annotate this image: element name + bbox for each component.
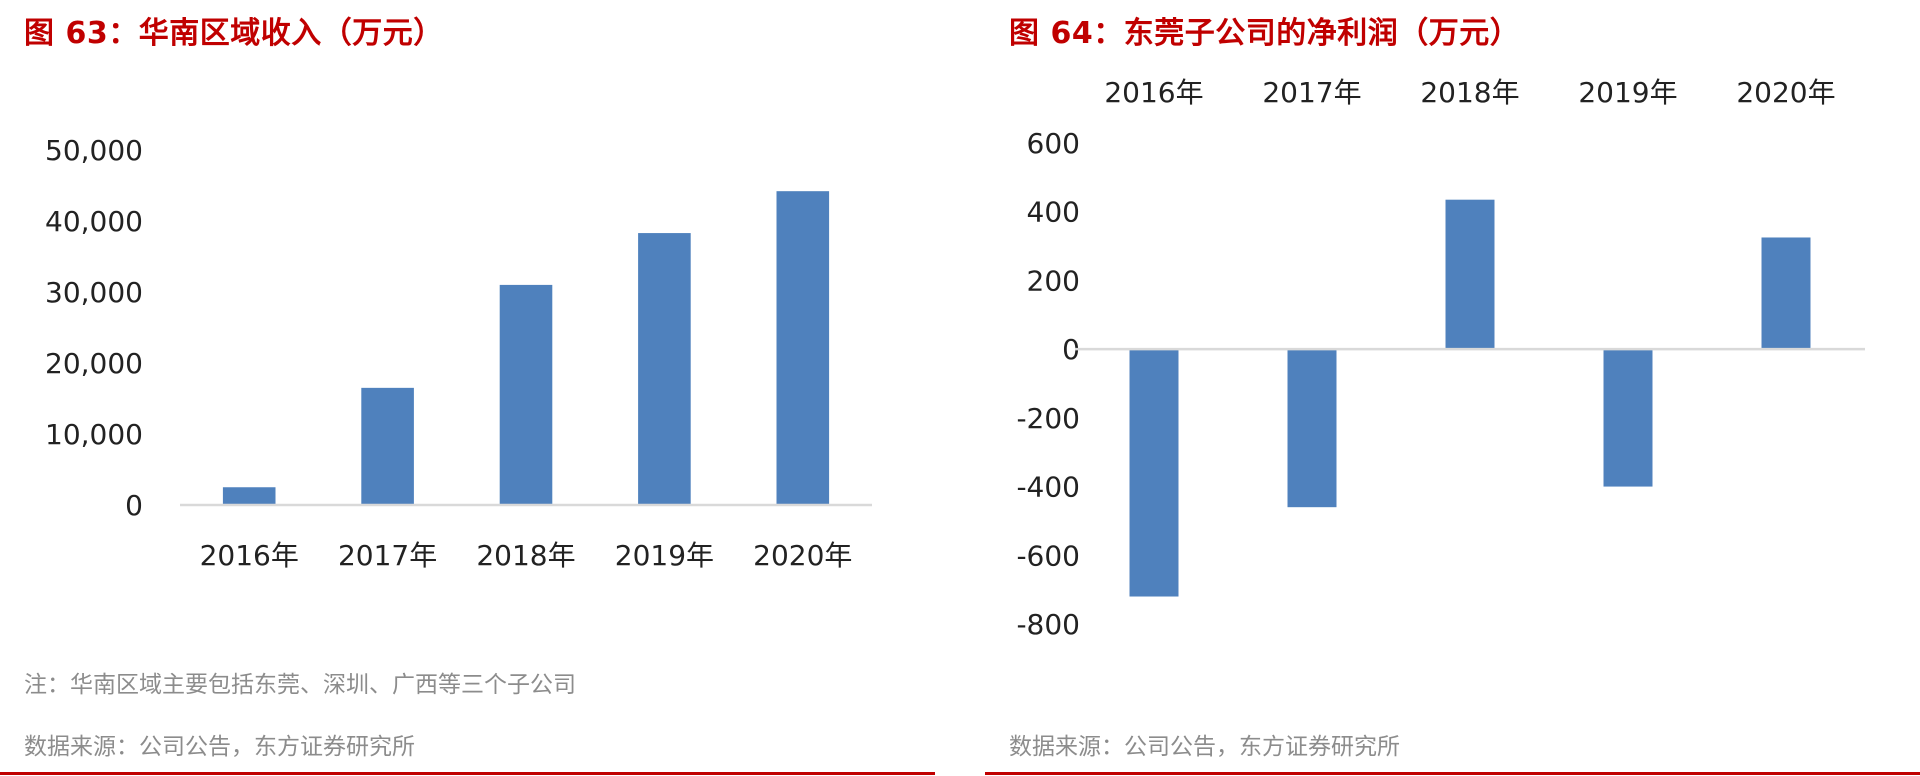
y-tick-label: 0 (1062, 333, 1080, 366)
y-tick-label: 40,000 (45, 205, 143, 238)
y-tick-label: -200 (1016, 402, 1080, 435)
y-tick-label: 200 (1027, 264, 1080, 297)
bar-2017年 (1287, 349, 1337, 508)
right-figure-source: 数据来源：公司公告，东方证券研究所 (1009, 734, 1400, 760)
x-category-label: 2020年 (1736, 76, 1835, 109)
bar-2020年 (1761, 237, 1811, 350)
left-figure-note: 注：华南区域主要包括东莞、深圳、广西等三个子公司 (24, 672, 576, 698)
y-tick-label: 30,000 (45, 276, 143, 309)
y-tick-label: -600 (1016, 539, 1080, 572)
x-category-label: 2019年 (1578, 76, 1677, 109)
left-figure-source: 数据来源：公司公告，东方证券研究所 (24, 734, 415, 760)
y-tick-label: 600 (1027, 127, 1080, 160)
bar-2019年 (638, 233, 691, 505)
right-figure-title: 图 64：东莞子公司的净利润（万元） (1009, 16, 1521, 51)
y-tick-label: 0 (125, 489, 143, 522)
x-category-label: 2018年 (1420, 76, 1519, 109)
right-bottom-rule (985, 772, 1920, 775)
bar-2019年 (1603, 349, 1653, 487)
left-figure-panel: 图 63：华南区域收入（万元） 0 10,000 20,000 30,000 40,00… (0, 0, 940, 776)
south-china-revenue-chart: 0 10,000 20,000 30,000 40,000 50,000 2016年 2017… (45, 134, 872, 572)
x-category-label: 2020年 (753, 539, 852, 572)
right-figure-panel: 图 64：东莞子公司的净利润（万元） -800 -600 -400 -200 0 200 4… (985, 0, 1920, 776)
x-category-label: 2018年 (476, 539, 575, 572)
y-tick-label: 20,000 (45, 347, 143, 380)
x-category-label: 2017年 (338, 539, 437, 572)
y-tick-label: -400 (1016, 471, 1080, 504)
y-tick-label: -800 (1016, 608, 1080, 641)
y-tick-label: 50,000 (45, 134, 143, 167)
bar-2018年 (499, 284, 553, 505)
x-category-label: 2019年 (615, 539, 714, 572)
bar-2017年 (361, 387, 414, 505)
bar-2016年 (222, 487, 276, 505)
y-tick-label: 10,000 (45, 418, 143, 451)
y-tick-label: 400 (1027, 196, 1080, 229)
bar-2018年 (1445, 199, 1495, 350)
dongguan-net-profit-chart: -800 -600 -400 -200 0 200 400 600 2016年 2017年 2018… (1016, 76, 1865, 641)
left-bottom-rule (0, 772, 935, 775)
bar-2016年 (1129, 349, 1179, 597)
bar-2020年 (776, 191, 830, 505)
x-category-label: 2016年 (200, 539, 299, 572)
x-category-label: 2016年 (1104, 76, 1203, 109)
left-figure-title: 图 63：华南区域收入（万元） (24, 16, 444, 51)
x-category-label: 2017年 (1262, 76, 1361, 109)
